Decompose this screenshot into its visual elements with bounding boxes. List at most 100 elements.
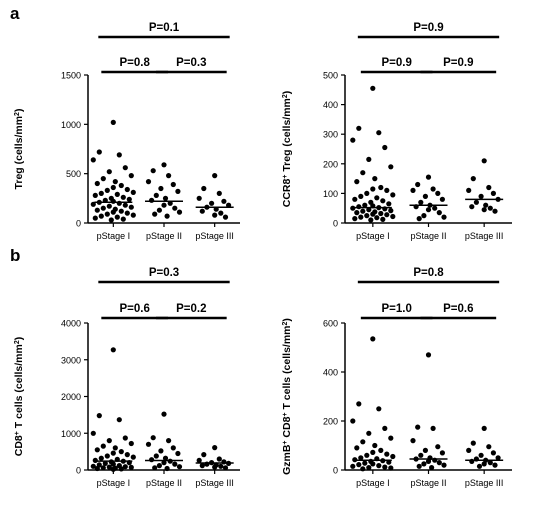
- x-tick-label: pStage III: [195, 231, 234, 241]
- data-point: [370, 85, 376, 91]
- data-point: [388, 465, 394, 471]
- data-point: [110, 450, 116, 456]
- y-tick-label: 0: [333, 219, 338, 229]
- data-point: [110, 466, 116, 472]
- data-point: [481, 461, 487, 467]
- data-point: [425, 458, 432, 464]
- p-value-label: P=0.9: [381, 57, 411, 69]
- x-tick-label: pStage I: [356, 478, 390, 488]
- data-point: [366, 430, 372, 436]
- data-point: [390, 453, 396, 460]
- data-point: [158, 448, 164, 454]
- y-tick-label: 600: [323, 319, 338, 329]
- data-point: [222, 214, 229, 220]
- y-axis-label: GzmB+ CD8+ T cells (cells/mm2): [281, 318, 293, 475]
- y-axis-label-part: +: [282, 175, 289, 179]
- data-point: [425, 207, 432, 213]
- data-point: [106, 464, 112, 470]
- data-point: [118, 466, 124, 472]
- data-point: [354, 210, 360, 216]
- data-point: [196, 195, 202, 201]
- data-point: [104, 187, 110, 193]
- data-point: [161, 202, 167, 208]
- data-point: [110, 184, 116, 191]
- data-point: [421, 461, 427, 467]
- data-point: [388, 164, 394, 170]
- data-point: [161, 411, 167, 417]
- y-axis-label: CD8+ T cells (cells/mm2): [13, 337, 25, 456]
- data-point: [364, 213, 370, 219]
- data-point: [162, 455, 169, 461]
- data-point: [153, 453, 159, 459]
- data-point: [126, 196, 132, 202]
- data-point: [481, 207, 487, 213]
- data-point: [436, 460, 442, 466]
- data-point: [100, 465, 106, 471]
- x-tick-label: pStage II: [410, 478, 446, 488]
- x-tick-label: pStage II: [146, 478, 182, 488]
- p-value-label: P=0.6: [443, 303, 473, 315]
- x-tick-label: pStage I: [356, 231, 390, 241]
- data-point: [172, 205, 178, 211]
- data-point: [128, 464, 134, 470]
- y-axis-label-part: ): [281, 91, 293, 95]
- data-point: [356, 125, 362, 131]
- y-axis-label-part: 2: [282, 321, 289, 325]
- data-point: [470, 440, 476, 446]
- data-point: [90, 463, 96, 469]
- data-point: [430, 425, 436, 431]
- data-point: [481, 425, 487, 431]
- data-point: [378, 447, 384, 453]
- data-point: [104, 453, 110, 459]
- data-point: [176, 209, 183, 215]
- y-tick-label: 100: [323, 189, 338, 199]
- x-tick-label: pStage III: [195, 478, 234, 488]
- data-point: [478, 193, 484, 199]
- data-point: [212, 212, 218, 218]
- data-point: [153, 192, 159, 198]
- data-point: [128, 173, 134, 179]
- data-point: [221, 198, 227, 204]
- data-point: [418, 452, 424, 458]
- data-point: [490, 450, 496, 456]
- data-point: [435, 190, 441, 196]
- y-tick-label: 0: [76, 219, 81, 229]
- data-point: [352, 196, 358, 202]
- data-point: [386, 201, 392, 207]
- data-point: [92, 215, 98, 221]
- data-point: [374, 195, 380, 201]
- data-point: [150, 168, 156, 174]
- data-point: [199, 463, 205, 469]
- data-point: [106, 169, 112, 175]
- x-tick-label: pStage II: [146, 231, 182, 241]
- data-point: [380, 216, 386, 222]
- data-point: [356, 401, 362, 407]
- data-point: [216, 456, 222, 462]
- data-point: [388, 435, 394, 441]
- data-point: [90, 157, 96, 163]
- y-axis-label-part: 2: [14, 340, 21, 344]
- y-axis-label-part: 2: [14, 112, 21, 116]
- y-tick-label: 400: [323, 100, 338, 110]
- data-point: [170, 181, 176, 188]
- data-point: [216, 190, 222, 196]
- x-tick-label: pStage III: [465, 478, 504, 488]
- data-point: [218, 210, 224, 216]
- data-point: [352, 216, 358, 222]
- data-point: [366, 207, 372, 213]
- data-point: [476, 463, 483, 469]
- data-point: [360, 439, 366, 445]
- y-tick-label: 200: [323, 417, 338, 427]
- data-point: [212, 464, 218, 470]
- data-point: [122, 165, 128, 171]
- data-point: [382, 425, 388, 431]
- p-value-label: P=0.2: [176, 303, 206, 315]
- y-axis-label-part: 2: [282, 94, 289, 98]
- data-point: [388, 208, 394, 214]
- y-axis-label-part: Treg (cells/mm: [13, 116, 25, 190]
- data-point: [486, 444, 492, 450]
- data-point: [358, 455, 364, 461]
- y-tick-label: 0: [333, 466, 338, 476]
- data-point: [196, 457, 202, 463]
- data-point: [108, 217, 114, 223]
